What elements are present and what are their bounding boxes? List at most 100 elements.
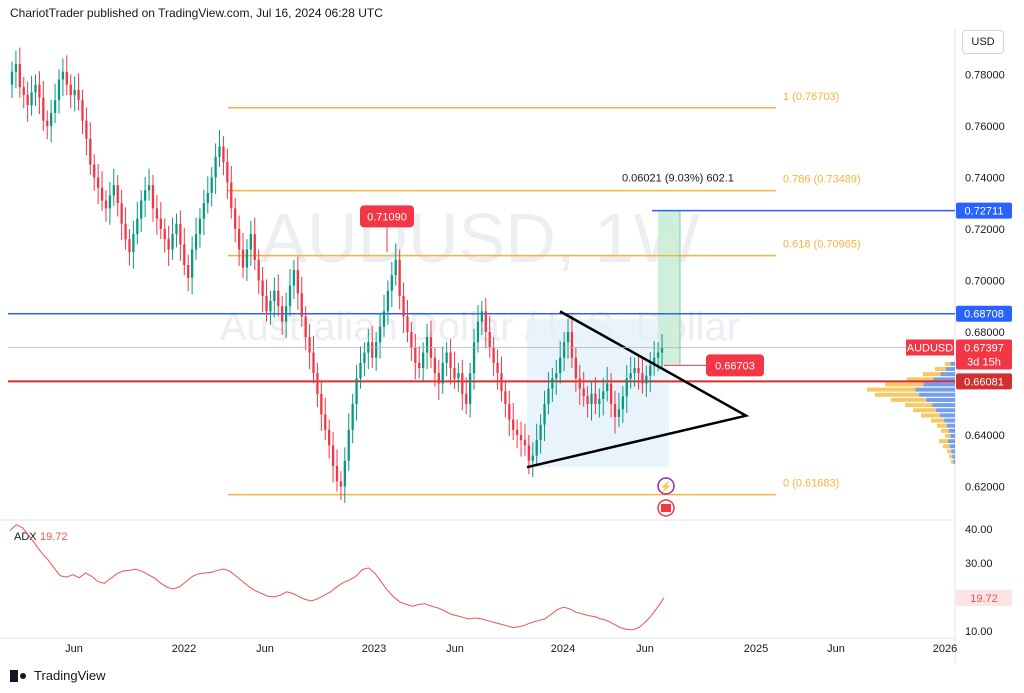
candle-body — [461, 373, 464, 394]
candle-body — [445, 352, 448, 363]
volume-profile-bar — [933, 377, 955, 382]
candle-body — [375, 342, 378, 358]
candle-body — [277, 290, 280, 307]
candle-body — [531, 455, 534, 461]
volume-profile-bar — [907, 377, 934, 382]
candle-body — [65, 71, 68, 85]
event-lightning-glyph: ⚡ — [660, 480, 672, 493]
candle-body — [335, 465, 339, 482]
price-tick-label: 0.78000 — [965, 69, 1005, 81]
candle-body — [457, 373, 460, 379]
candle-body — [414, 347, 417, 363]
candle-body — [187, 264, 190, 278]
candle-body — [128, 239, 131, 253]
price-tick-label: 0.74000 — [965, 172, 1005, 184]
candle-body — [171, 234, 174, 250]
candle-body — [394, 259, 397, 276]
volume-profile-bar — [951, 449, 955, 454]
candle-body — [30, 92, 33, 106]
candle-body — [645, 375, 648, 384]
candle-body — [625, 378, 628, 397]
event-us-flag-fill — [661, 504, 671, 512]
fib-level-label: 0.786 (0.73489) — [783, 174, 861, 186]
candle-body — [249, 234, 253, 250]
candle-body — [151, 185, 155, 209]
candle-body — [527, 445, 531, 461]
currency-button[interactable]: USD — [962, 30, 1004, 54]
price-tick-label: 0.76000 — [965, 121, 1005, 133]
candle-body — [472, 342, 476, 374]
symbol-badge-label: AUDUSD — [907, 342, 954, 354]
volume-profile-bar — [951, 459, 954, 464]
candle-body — [633, 368, 636, 374]
candle-body — [241, 249, 245, 268]
candle-body — [406, 316, 409, 332]
candle-body — [226, 161, 229, 183]
candle-body — [284, 306, 288, 322]
volume-profile-bar — [949, 444, 955, 449]
candle-body — [269, 301, 272, 312]
candle-body — [441, 362, 444, 384]
volume-profile-bar — [948, 428, 955, 433]
candle-body — [570, 331, 574, 358]
candle-body — [586, 396, 589, 405]
candle-body — [508, 404, 511, 420]
volume-profile-bar — [936, 408, 955, 413]
volume-profile-bar — [939, 439, 948, 444]
candle-body — [18, 64, 21, 88]
current-price-value: 0.67397 — [964, 342, 1004, 354]
time-tick-label: 2026 — [933, 643, 957, 655]
candle-body — [147, 185, 151, 191]
key-level-value: 0.68708 — [964, 309, 1004, 321]
candle-body — [390, 275, 393, 291]
candle-body — [85, 120, 88, 139]
candle-body — [26, 94, 29, 106]
adx-header-value: 19.72 — [40, 531, 68, 543]
candle-body — [641, 373, 644, 384]
candle-body — [42, 97, 45, 121]
price-tick-label: 0.68000 — [965, 327, 1005, 339]
candle-body — [535, 440, 538, 456]
adx-label: ADX — [14, 531, 37, 543]
tradingview-logo-icon — [10, 669, 28, 682]
candle-body — [496, 362, 499, 374]
candle-body — [382, 311, 386, 327]
candle-body — [120, 203, 123, 224]
candle-body — [371, 342, 374, 358]
candle-body — [179, 223, 182, 245]
candle-body — [14, 64, 18, 72]
candle-body — [77, 89, 80, 101]
candle-body — [132, 234, 135, 253]
volume-profile-bar — [950, 433, 955, 438]
adx-tick-label: 40.00 — [965, 524, 993, 536]
candle-body — [175, 223, 178, 235]
candle-body — [543, 404, 546, 425]
volume-profile-bar — [940, 372, 955, 377]
candle-body — [53, 100, 57, 114]
annotation-high: 0.71090 — [367, 211, 407, 223]
candle-body — [159, 218, 162, 229]
time-tick-label: Jun — [446, 643, 464, 655]
candle-body — [606, 383, 609, 392]
candle-body — [61, 71, 65, 80]
candle-body — [257, 259, 260, 281]
volume-profile-bar — [937, 423, 947, 428]
candle-body — [214, 156, 217, 178]
candle-body — [237, 228, 241, 250]
candle-body — [38, 84, 41, 98]
key-level-badge — [956, 202, 1012, 219]
candle-body — [598, 398, 601, 405]
volume-profile-bar — [923, 382, 955, 387]
candle-body — [34, 84, 37, 93]
volume-profile-bar — [953, 459, 955, 464]
current-price-badge — [956, 339, 1012, 370]
candle-body — [629, 373, 632, 379]
candle-body — [245, 249, 249, 268]
time-tick-label: 2024 — [551, 643, 575, 655]
volume-profile-bar — [885, 382, 924, 387]
volume-profile-bar — [952, 454, 955, 459]
candle-body — [378, 326, 382, 343]
volume-profile-bar — [915, 387, 955, 392]
candle-body — [602, 391, 605, 399]
